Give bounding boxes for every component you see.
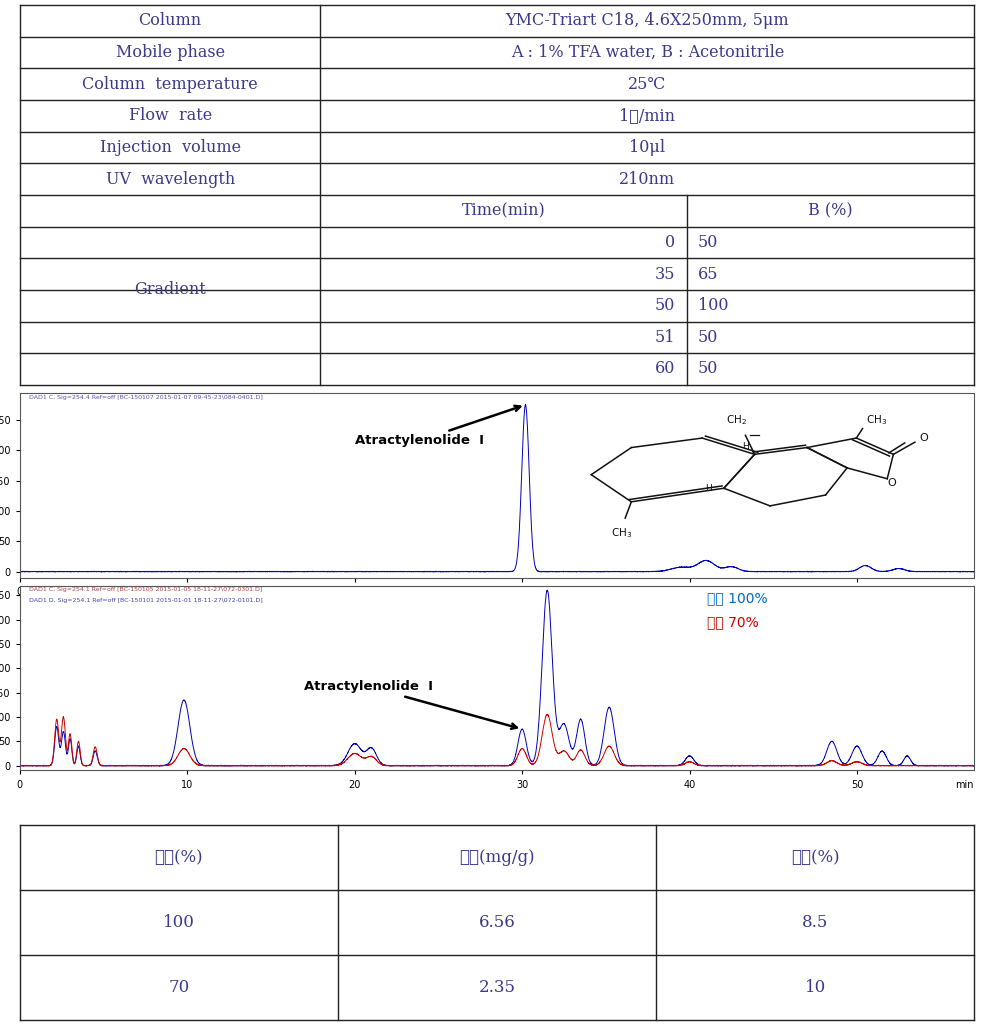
Text: 8.5: 8.5 (802, 914, 828, 931)
Text: 주정 100%: 주정 100% (707, 591, 767, 605)
Text: Mobile phase: Mobile phase (115, 44, 225, 62)
Text: Atractylenolide  Ⅰ: Atractylenolide Ⅰ (355, 406, 520, 447)
Text: 10μl: 10μl (629, 139, 665, 156)
Text: 2.35: 2.35 (478, 979, 516, 996)
Text: 210nm: 210nm (619, 170, 675, 188)
Text: 6.56: 6.56 (479, 914, 515, 931)
Text: 70: 70 (168, 979, 190, 996)
Text: UV  wavelength: UV wavelength (105, 170, 235, 188)
Text: 35: 35 (655, 265, 675, 283)
Text: 25℃: 25℃ (628, 76, 666, 92)
Text: Flow  rate: Flow rate (128, 108, 212, 124)
Text: 함량(mg/g): 함량(mg/g) (459, 849, 535, 866)
Text: 1㎡/min: 1㎡/min (619, 108, 675, 124)
Text: 0: 0 (665, 234, 675, 251)
Text: 주정(%): 주정(%) (155, 849, 203, 866)
Text: 51: 51 (655, 329, 675, 345)
Text: DAD1 D, Sig=254.1 Ref=off [BC-150101 2015-01-01 18-11-27\072-0101.D]: DAD1 D, Sig=254.1 Ref=off [BC-150101 201… (30, 599, 263, 604)
Text: min: min (955, 780, 974, 789)
Text: 50: 50 (655, 297, 675, 315)
Text: Time(min): Time(min) (461, 202, 546, 219)
Text: 100: 100 (163, 914, 195, 931)
Text: 50: 50 (698, 329, 719, 345)
Text: YMC-Triart C18, 4.6X250mm, 5μm: YMC-Triart C18, 4.6X250mm, 5μm (506, 12, 789, 30)
Text: Atractylenolide  Ⅰ: Atractylenolide Ⅰ (304, 681, 517, 729)
Text: B (%): B (%) (808, 202, 853, 219)
Text: Injection  volume: Injection volume (99, 139, 241, 156)
Text: 60: 60 (655, 361, 675, 377)
Text: DAD1 C, Sig=254.4 Ref=off [BC-150107 2015-01-07 09-45-23\084-0401.D]: DAD1 C, Sig=254.4 Ref=off [BC-150107 201… (30, 395, 263, 400)
Text: Column: Column (138, 12, 202, 30)
Text: 100: 100 (698, 297, 729, 315)
Text: 50: 50 (698, 361, 719, 377)
Text: 65: 65 (698, 265, 719, 283)
Text: 수율(%): 수율(%) (791, 849, 839, 866)
Text: Column  temperature: Column temperature (83, 76, 258, 92)
Text: 50: 50 (698, 234, 719, 251)
Text: 주정 70%: 주정 70% (707, 615, 758, 629)
Text: A : 1% TFA water, B : Acetonitrile: A : 1% TFA water, B : Acetonitrile (511, 44, 784, 62)
Text: Gradient: Gradient (134, 282, 206, 298)
Text: min: min (955, 587, 974, 597)
Text: DAD1 C, Sig=254.1 Ref=off [BC-150105 2015-01-05 18-11-27\072-0301.D]: DAD1 C, Sig=254.1 Ref=off [BC-150105 201… (30, 587, 262, 592)
Text: 10: 10 (804, 979, 826, 996)
